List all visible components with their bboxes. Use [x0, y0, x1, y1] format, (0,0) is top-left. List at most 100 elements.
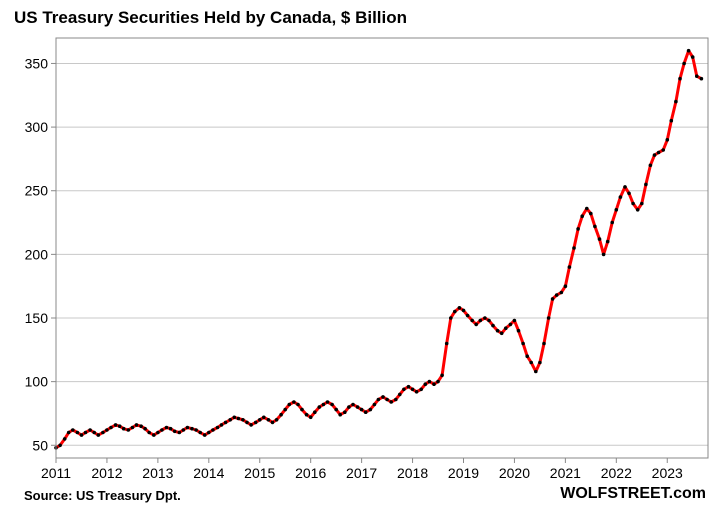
- x-tick-label: 2023: [652, 465, 683, 481]
- series-marker: [398, 393, 402, 397]
- series-marker: [334, 408, 338, 412]
- series-marker: [695, 74, 699, 78]
- series-marker: [105, 428, 109, 432]
- series-marker: [356, 405, 360, 409]
- chart-title: US Treasury Securities Held by Canada, $…: [14, 8, 407, 28]
- series-marker: [279, 413, 283, 417]
- series-marker: [504, 326, 508, 330]
- series-marker: [198, 431, 202, 435]
- series-marker: [84, 431, 88, 435]
- series-marker: [224, 421, 228, 425]
- series-marker: [160, 428, 164, 432]
- series-marker: [377, 398, 381, 402]
- series-marker: [538, 361, 542, 365]
- series-marker: [228, 418, 232, 422]
- x-tick-label: 2020: [499, 465, 530, 481]
- series-marker: [309, 416, 313, 420]
- series-marker: [343, 410, 347, 414]
- x-tick-label: 2015: [244, 465, 275, 481]
- series-marker: [534, 370, 538, 374]
- series-marker: [330, 403, 334, 407]
- y-tick-label: 50: [32, 437, 48, 453]
- series-marker: [644, 183, 648, 187]
- series-marker: [135, 423, 139, 427]
- series-marker: [682, 62, 686, 66]
- series-marker: [322, 403, 326, 407]
- series-line-canada_holdings: [56, 51, 701, 448]
- series-marker: [529, 361, 533, 365]
- series-marker: [292, 400, 296, 404]
- series-marker: [513, 319, 517, 323]
- series-marker: [67, 431, 71, 435]
- series-marker: [649, 164, 653, 168]
- x-tick-label: 2012: [91, 465, 122, 481]
- series-marker: [666, 138, 670, 142]
- x-tick-label: 2019: [448, 465, 479, 481]
- series-marker: [580, 214, 584, 218]
- series-marker: [674, 100, 678, 104]
- x-tick-label: 2018: [397, 465, 428, 481]
- series-marker: [551, 297, 555, 301]
- series-marker: [88, 428, 92, 432]
- series-marker: [318, 405, 322, 409]
- series-marker: [623, 185, 627, 189]
- series-marker: [687, 49, 691, 53]
- series-marker: [364, 410, 368, 414]
- series-marker: [271, 421, 275, 425]
- series-marker: [411, 388, 415, 392]
- series-marker: [288, 403, 292, 407]
- series-marker: [173, 430, 177, 434]
- series-marker: [670, 119, 674, 123]
- series-marker: [691, 55, 695, 59]
- series-marker: [610, 221, 614, 225]
- series-marker: [258, 418, 262, 422]
- x-tick-label: 2013: [142, 465, 173, 481]
- series-marker: [233, 416, 237, 420]
- y-tick-label: 100: [25, 374, 49, 390]
- series-marker: [585, 207, 589, 211]
- series-marker: [631, 202, 635, 206]
- series-marker: [58, 444, 62, 448]
- series-marker: [657, 151, 661, 155]
- series-marker: [139, 424, 143, 428]
- series-marker: [326, 400, 330, 404]
- series-marker: [249, 423, 253, 427]
- series-marker: [80, 433, 84, 437]
- series-marker: [428, 380, 432, 384]
- x-tick-label: 2022: [601, 465, 632, 481]
- series-marker: [598, 237, 602, 241]
- series-marker: [509, 323, 513, 327]
- series-marker: [207, 431, 211, 435]
- series-marker: [466, 314, 470, 318]
- series-marker: [462, 309, 466, 313]
- series-marker: [700, 77, 704, 81]
- series-marker: [479, 319, 483, 323]
- x-tick-label: 2017: [346, 465, 377, 481]
- series-marker: [568, 265, 572, 269]
- series-marker: [178, 431, 182, 435]
- series-marker: [487, 319, 491, 323]
- series-marker: [627, 192, 631, 196]
- series-marker: [449, 316, 453, 320]
- series-marker: [152, 433, 156, 437]
- chart-container: US Treasury Securities Held by Canada, $…: [0, 0, 720, 509]
- series-marker: [190, 427, 194, 431]
- series-marker: [483, 316, 487, 320]
- series-marker: [419, 388, 423, 392]
- series-marker: [109, 426, 113, 430]
- series-marker: [389, 400, 393, 404]
- series-marker: [653, 153, 657, 157]
- x-tick-label: 2011: [41, 465, 71, 481]
- y-tick-label: 200: [25, 246, 49, 262]
- series-marker: [241, 418, 245, 422]
- series-marker: [500, 332, 504, 336]
- series-marker: [369, 408, 373, 412]
- series-marker: [275, 418, 279, 422]
- series-marker: [245, 421, 249, 425]
- series-marker: [517, 329, 521, 333]
- y-tick-label: 300: [25, 119, 49, 135]
- chart-watermark: WOLFSTREET.com: [560, 485, 706, 503]
- series-marker: [394, 398, 398, 402]
- series-marker: [453, 310, 457, 314]
- series-marker: [636, 208, 640, 212]
